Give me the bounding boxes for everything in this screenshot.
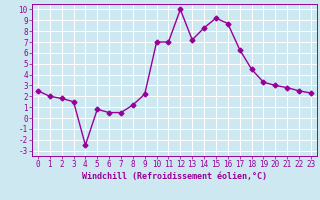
X-axis label: Windchill (Refroidissement éolien,°C): Windchill (Refroidissement éolien,°C) [82, 172, 267, 181]
